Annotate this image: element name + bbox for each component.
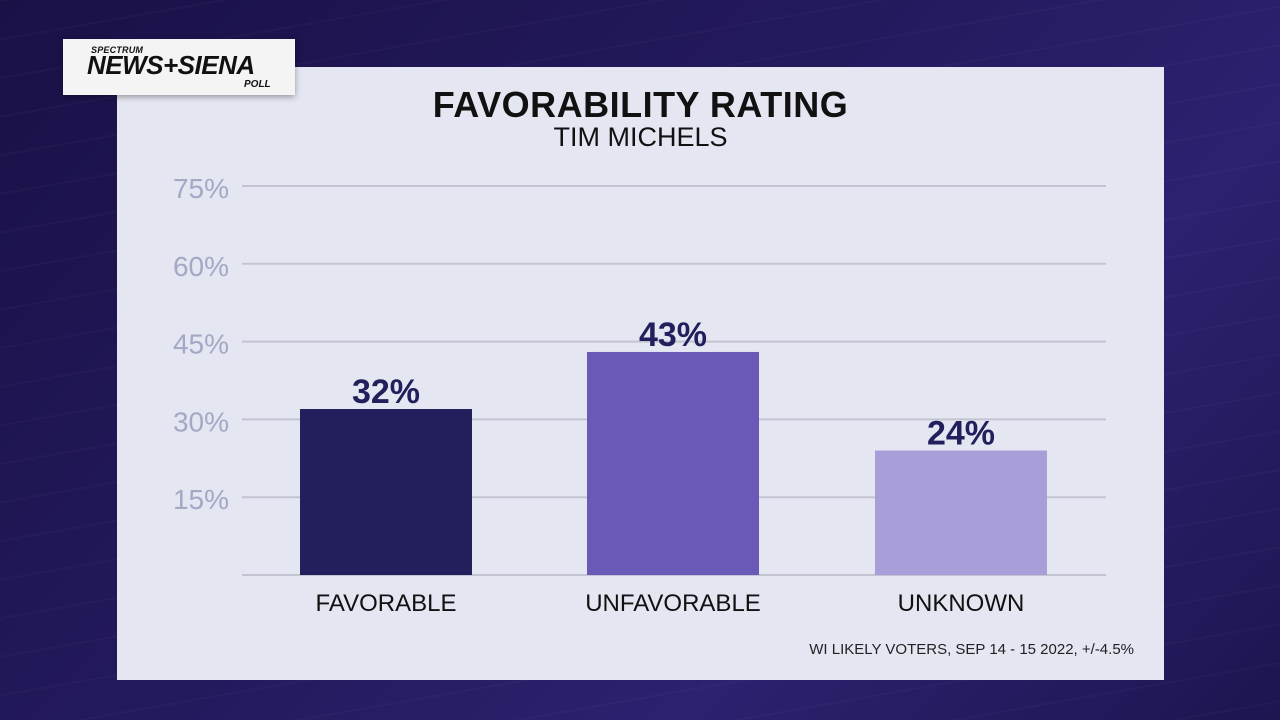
chart-title: FAVORABILITY RATING (432, 84, 849, 125)
logo-top-text: SPECTRUM (91, 45, 144, 55)
y-tick-label: 15% (173, 484, 229, 515)
y-tick-label: 45% (173, 329, 229, 360)
chart-subtitle: TIM MICHELS (553, 122, 728, 152)
x-category-label: UNFAVORABLE (585, 590, 761, 617)
spectrum-news-siena-poll-logo: SPECTRUM NEWS+SIENA POLL (63, 39, 295, 95)
x-category-label: FAVORABLE (316, 590, 457, 617)
bar-value-label: 32% (352, 373, 420, 411)
bar (875, 450, 1047, 575)
bar (300, 409, 472, 575)
logo-sub-text: POLL (244, 79, 271, 90)
bar-value-label: 24% (927, 415, 995, 453)
survey-footnote: WI LIKELY VOTERS, SEP 14 - 15 2022, +/-4… (809, 641, 1134, 658)
bar-value-label: 43% (639, 316, 707, 354)
logo-main-text: NEWS+SIENA (87, 50, 255, 80)
y-tick-label: 30% (173, 406, 229, 437)
bar (587, 351, 759, 575)
y-tick-label: 75% (173, 173, 229, 204)
x-category-label: UNKNOWN (898, 590, 1025, 617)
y-tick-label: 60% (173, 251, 229, 282)
